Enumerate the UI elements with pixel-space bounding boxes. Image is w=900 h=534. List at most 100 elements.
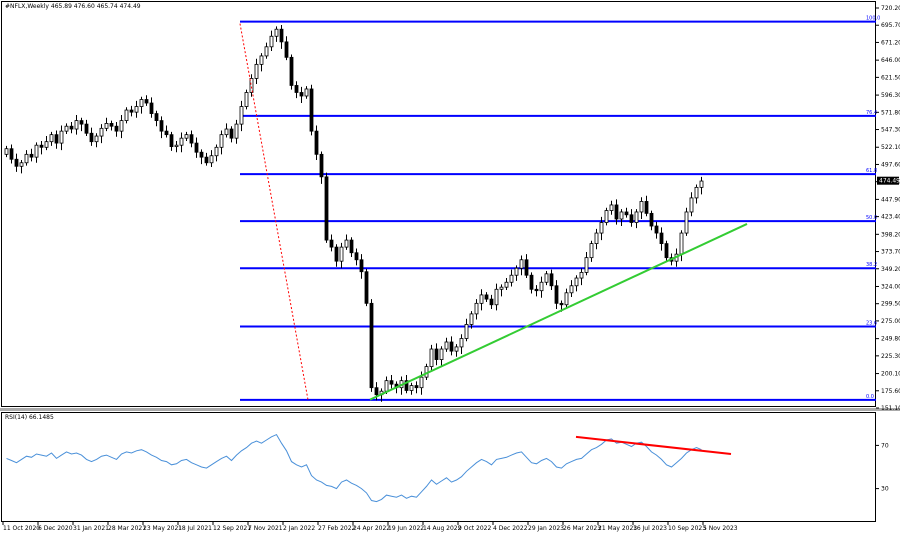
- price-tick-label: 324.00: [881, 283, 900, 290]
- candle-down: [324, 176, 329, 241]
- candle-up: [439, 348, 444, 360]
- candle-up: [264, 46, 269, 57]
- candle-up: [589, 243, 594, 259]
- candle-down: [529, 274, 534, 290]
- candle-down: [359, 259, 364, 273]
- candle-down: [164, 130, 169, 136]
- candle-up: [184, 134, 189, 139]
- candle-down: [644, 201, 649, 214]
- candle-up: [639, 201, 644, 213]
- candle-down: [154, 113, 159, 121]
- price-tick-label: 596.30: [881, 92, 900, 99]
- candle-up: [479, 294, 484, 304]
- candle-down: [109, 123, 114, 127]
- time-tick-label: 12 Sep 2021: [213, 525, 251, 532]
- candle-up: [74, 120, 79, 130]
- candle-down: [9, 148, 14, 160]
- price-tick-label: 225.30: [881, 353, 900, 360]
- candle-down: [189, 134, 194, 144]
- current-price-label: 474.49: [879, 178, 900, 185]
- candle-down: [284, 41, 289, 58]
- candle-down: [629, 214, 634, 223]
- candle-down: [554, 285, 559, 304]
- candle-up: [234, 123, 239, 139]
- candle-up: [274, 28, 279, 37]
- candle-down: [484, 294, 489, 300]
- candle-up: [304, 88, 309, 97]
- candle-up: [244, 92, 249, 107]
- candle-down: [129, 109, 134, 113]
- candle-down: [414, 385, 419, 389]
- candle-down: [299, 92, 304, 97]
- candle-down: [664, 243, 669, 259]
- price-tick-label: 398.20: [881, 231, 900, 238]
- candle-up: [219, 134, 224, 148]
- candle-down: [364, 271, 369, 304]
- candle-up: [339, 246, 344, 262]
- candle-up: [59, 130, 64, 144]
- candle-down: [89, 132, 94, 143]
- price-tick-label: 275.00: [881, 318, 900, 325]
- time-tick-label: 29 Jan 2023: [528, 525, 564, 532]
- fib-level-label: 50.0: [866, 215, 877, 221]
- price-tick-label: 447.90: [881, 196, 900, 203]
- candle-up: [444, 341, 449, 350]
- candle-down: [149, 102, 154, 114]
- candle-up: [694, 186, 699, 199]
- price-tick-label: 522.10: [881, 144, 900, 151]
- projection-dotted-line: [239, 23, 309, 400]
- candle-up: [104, 123, 109, 129]
- candle-down: [549, 273, 554, 287]
- trendlines: [239, 23, 748, 401]
- price-tick-label: 646.00: [881, 57, 900, 64]
- support-trendline: [369, 223, 748, 401]
- time-tick-label: 9 Oct 2022: [458, 525, 491, 532]
- candle-down: [654, 225, 659, 234]
- fib-level-label: 76.4: [866, 110, 877, 116]
- symbol-header: #NFLX,Weekly 465.89 476.60 465.74 474.49: [5, 3, 141, 10]
- time-tick-label: 7 Nov 2021: [248, 525, 283, 532]
- candle-up: [689, 197, 694, 213]
- fib-level-label: 38.2: [866, 262, 877, 268]
- candle-down: [199, 151, 204, 158]
- candle-down: [489, 298, 494, 306]
- candle-up: [254, 63, 259, 79]
- time-tick-label: 14 Aug 2022: [423, 525, 462, 532]
- candle-up: [124, 109, 129, 121]
- candle-up: [699, 180, 704, 188]
- candle-up: [599, 222, 604, 234]
- candle-down: [659, 232, 664, 245]
- candle-up: [594, 232, 599, 245]
- price-tick-label: 695.70: [881, 22, 900, 29]
- candle-up: [634, 211, 639, 223]
- candle-down: [169, 134, 174, 148]
- candle-up: [504, 281, 509, 288]
- candle-up: [519, 259, 524, 269]
- candle-up: [539, 281, 544, 292]
- candle-up: [464, 324, 469, 339]
- price-tick-label: 671.20: [881, 39, 900, 46]
- candle-up: [259, 55, 264, 65]
- time-tick-label: 23 May 2021: [143, 525, 182, 532]
- candle-down: [374, 387, 379, 396]
- candle-up: [684, 211, 689, 234]
- time-tick-label: 6 Dec 2020: [38, 525, 73, 532]
- candle-down: [334, 246, 339, 262]
- candle-down: [434, 348, 439, 360]
- candle-down: [289, 56, 294, 86]
- time-tick-label: 31 Jan 2021: [73, 525, 109, 532]
- candle-up: [214, 146, 219, 157]
- fib-level-label: 0.0: [866, 394, 874, 400]
- candle-up: [174, 144, 179, 148]
- price-tick-label: 571.80: [881, 109, 900, 116]
- candle-up: [94, 135, 99, 143]
- candle-up: [474, 302, 479, 315]
- candle-up: [574, 277, 579, 287]
- candle-up: [569, 285, 574, 294]
- time-tick-label: 11 Oct 2020: [3, 525, 40, 532]
- candle-down: [194, 142, 199, 153]
- candle-down: [39, 144, 44, 148]
- price-tick-label: 349.20: [881, 266, 900, 273]
